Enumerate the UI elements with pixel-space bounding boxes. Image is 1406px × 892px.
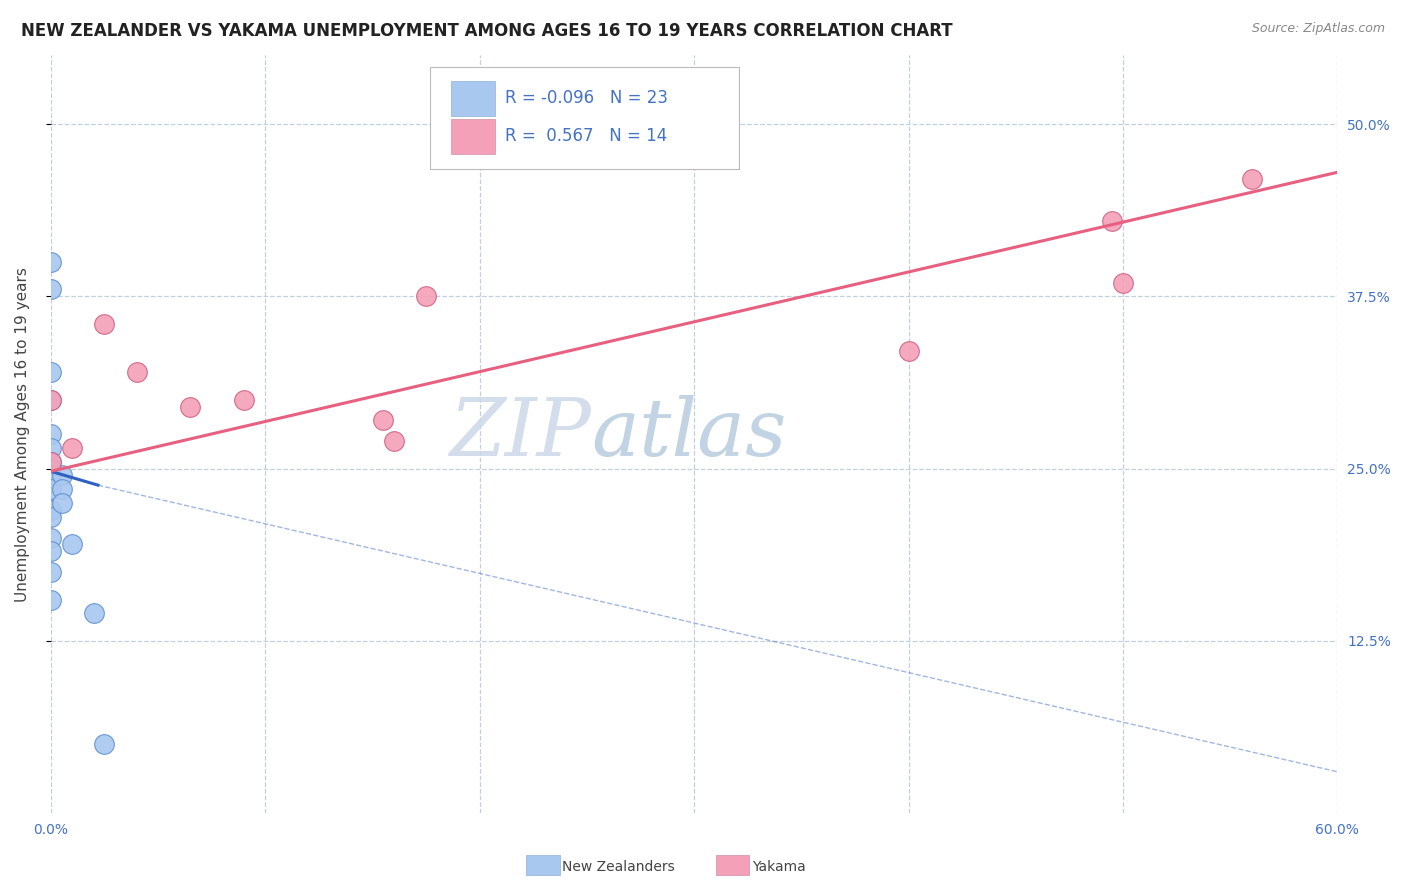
Y-axis label: Unemployment Among Ages 16 to 19 years: Unemployment Among Ages 16 to 19 years [15, 267, 30, 601]
Text: R =  0.567   N = 14: R = 0.567 N = 14 [505, 128, 668, 145]
Point [179, 400, 201, 414]
Point [39, 392, 62, 407]
Point [39, 483, 62, 497]
Point [51, 496, 73, 510]
Point [51, 483, 73, 497]
Point [39, 531, 62, 545]
Point [39, 461, 62, 475]
Point [39, 455, 62, 469]
Point [39, 455, 62, 469]
Point [51, 468, 73, 483]
FancyBboxPatch shape [451, 81, 495, 116]
Point [232, 392, 254, 407]
Point [93, 317, 115, 331]
Point [373, 413, 395, 427]
Point [39, 544, 62, 558]
Text: atlas: atlas [591, 395, 786, 473]
Point [39, 427, 62, 442]
Point [60, 537, 83, 551]
Point [415, 289, 437, 303]
Point [93, 737, 115, 751]
Text: NEW ZEALANDER VS YAKAMA UNEMPLOYMENT AMONG AGES 16 TO 19 YEARS CORRELATION CHART: NEW ZEALANDER VS YAKAMA UNEMPLOYMENT AMO… [21, 22, 953, 40]
Point [39, 282, 62, 296]
Point [382, 434, 405, 448]
Point [1240, 172, 1263, 186]
Point [39, 392, 62, 407]
Text: New Zealanders: New Zealanders [562, 860, 675, 874]
Point [39, 365, 62, 379]
Point [1101, 213, 1123, 227]
Text: R = -0.096   N = 23: R = -0.096 N = 23 [505, 89, 668, 107]
Point [39, 509, 62, 524]
Point [83, 607, 105, 621]
Point [60, 441, 83, 455]
Point [39, 592, 62, 607]
FancyBboxPatch shape [430, 67, 740, 169]
Text: Source: ZipAtlas.com: Source: ZipAtlas.com [1251, 22, 1385, 36]
Text: Yakama: Yakama [752, 860, 806, 874]
Point [39, 475, 62, 490]
FancyBboxPatch shape [451, 119, 495, 153]
Point [39, 503, 62, 517]
Point [39, 441, 62, 455]
Point [39, 565, 62, 579]
Point [125, 365, 148, 379]
Point [39, 255, 62, 269]
Point [1112, 276, 1135, 290]
Point [897, 344, 920, 359]
Point [39, 468, 62, 483]
Text: ZIP: ZIP [450, 395, 591, 473]
